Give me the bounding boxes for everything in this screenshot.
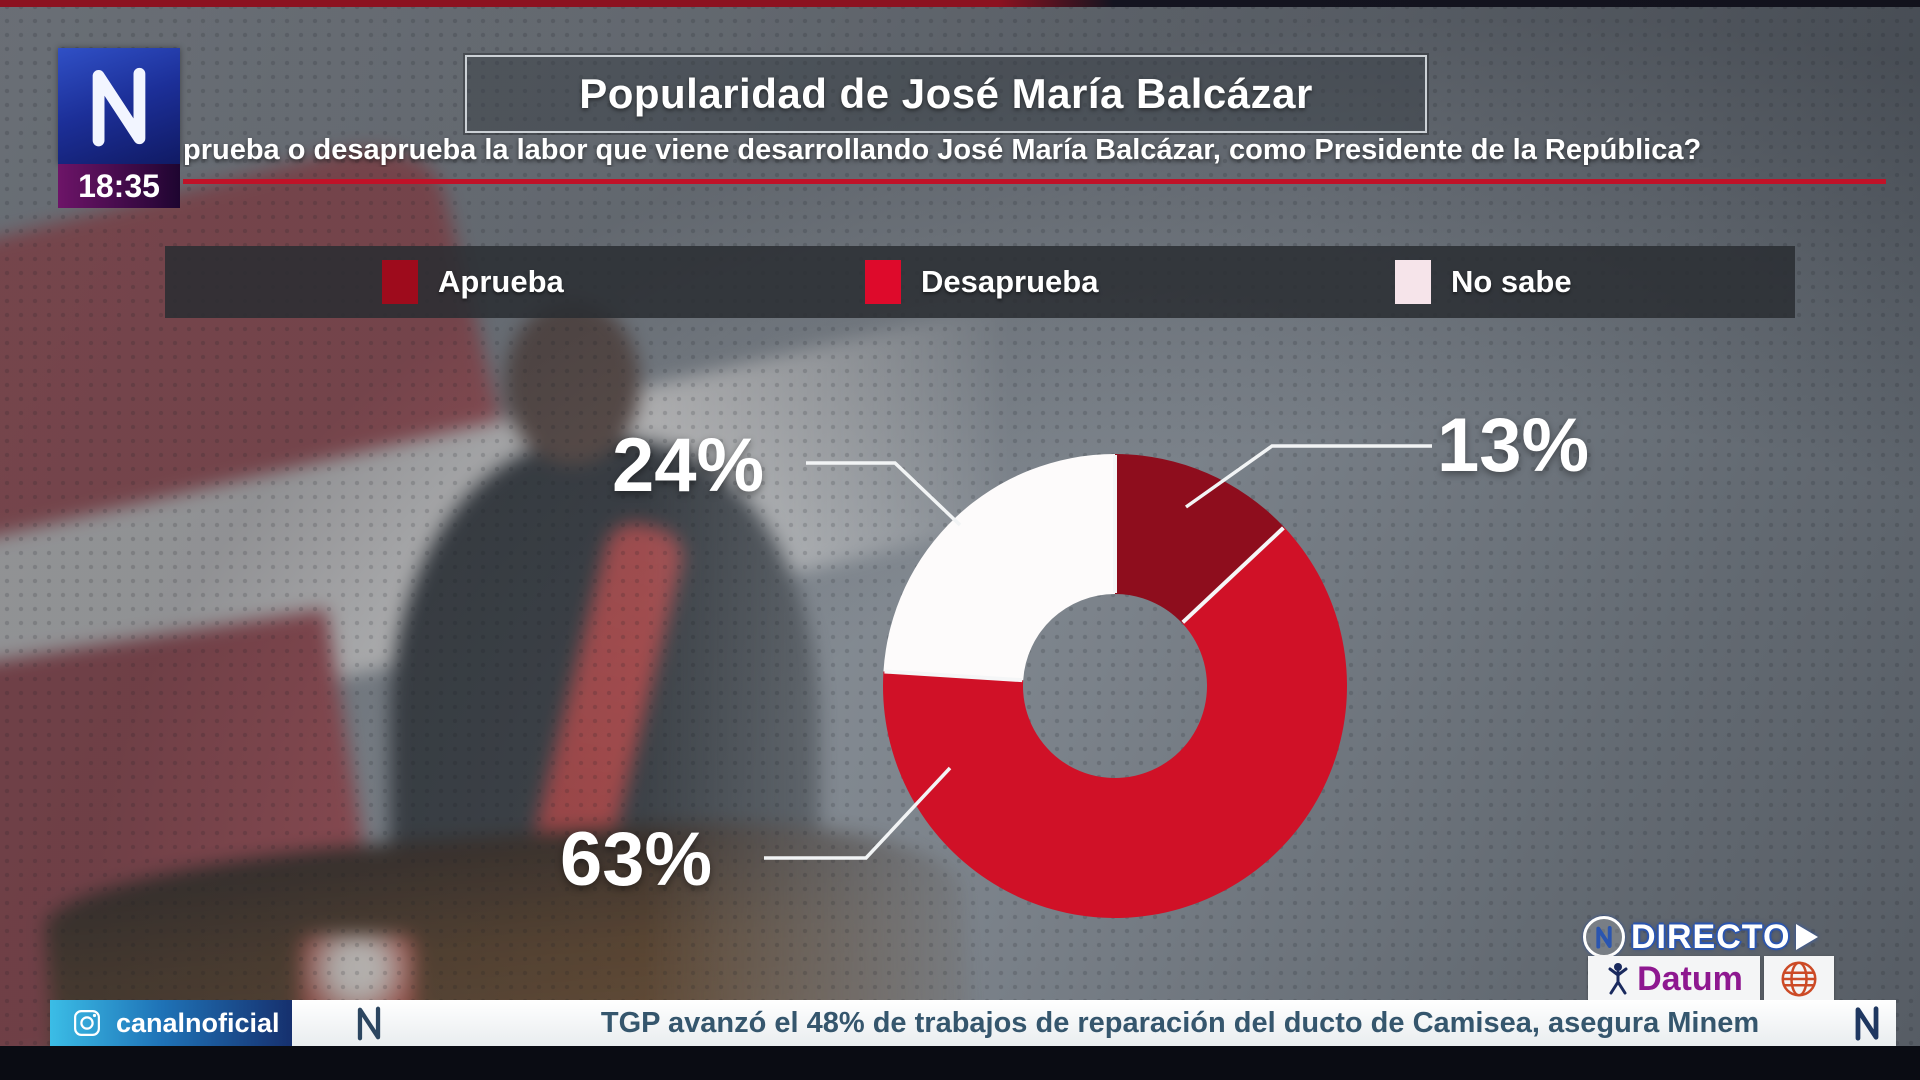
legend-item-aprueba: Aprueba bbox=[382, 246, 564, 318]
speaker-head bbox=[505, 300, 640, 465]
donut-chart bbox=[879, 450, 1351, 922]
top-accent-strip bbox=[0, 0, 1920, 7]
instagram-icon bbox=[74, 1010, 100, 1036]
callout-no-sabe: 24% bbox=[612, 423, 765, 508]
background-photo bbox=[0, 130, 1070, 1080]
legend-item-no-sabe: No sabe bbox=[1395, 246, 1572, 318]
ticker-n-icon-left bbox=[354, 1004, 384, 1047]
page-title: Popularidad de José María Balcázar bbox=[579, 70, 1313, 117]
ticker-text: TGP avanzó el 48% de trabajos de reparac… bbox=[600, 1006, 1760, 1039]
datum-label: Datum bbox=[1637, 959, 1743, 998]
headline-box: Popularidad de José María Balcázar bbox=[465, 55, 1427, 133]
live-badge-label: DIRECTO bbox=[1631, 917, 1791, 956]
legend-label: No sabe bbox=[1451, 264, 1572, 299]
red-underline bbox=[183, 179, 1886, 184]
legend-swatch-desaprueba bbox=[865, 260, 901, 304]
news-ticker: TGP avanzó el 48% de trabajos de reparac… bbox=[292, 1000, 1896, 1046]
social-handle: canalnoficial bbox=[116, 1007, 280, 1038]
legend-label: Desaprueba bbox=[921, 264, 1099, 299]
clock-badge: 18:35 bbox=[58, 164, 180, 208]
datum-logo: Datum bbox=[1588, 956, 1760, 1002]
legend-swatch-no-sabe bbox=[1395, 260, 1431, 304]
poll-question: prueba o desaprueba la labor que viene d… bbox=[183, 134, 1702, 166]
chart-legend: Aprueba Desaprueba No sabe bbox=[165, 246, 1795, 318]
n-logo-icon bbox=[92, 67, 146, 147]
legend-swatch-aprueba bbox=[382, 260, 418, 304]
legend-label: Aprueba bbox=[438, 264, 564, 299]
ticker-n-icon-right bbox=[1852, 1004, 1882, 1047]
datum-figure-icon bbox=[1608, 963, 1628, 995]
live-badge: DIRECTO bbox=[1583, 916, 1819, 958]
donut-svg bbox=[883, 454, 1347, 919]
callout-aprueba: 13% bbox=[1437, 403, 1590, 488]
callout-desaprueba: 63% bbox=[560, 817, 713, 902]
social-bar: canalnoficial bbox=[50, 1000, 292, 1046]
bottom-strip bbox=[0, 1046, 1920, 1080]
canal-n-logo bbox=[58, 48, 180, 164]
circle-n-icon bbox=[1583, 916, 1625, 958]
time-text: 18:35 bbox=[78, 167, 160, 204]
globe-icon bbox=[1781, 961, 1817, 997]
legend-item-desaprueba: Desaprueba bbox=[865, 246, 1098, 318]
globe-logo bbox=[1764, 956, 1834, 1002]
play-icon bbox=[1796, 924, 1819, 950]
